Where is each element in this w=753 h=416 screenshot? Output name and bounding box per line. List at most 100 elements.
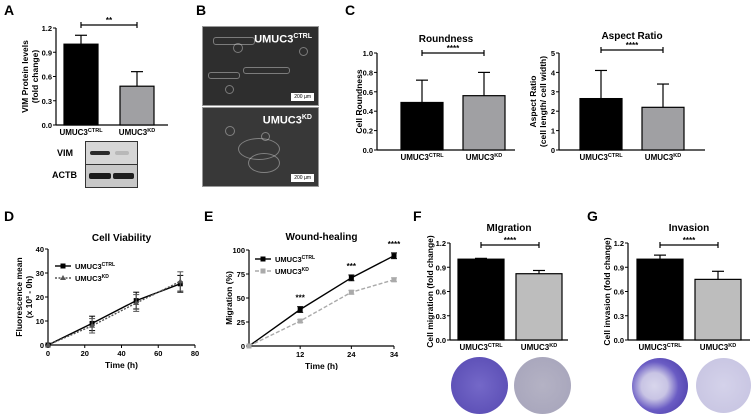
x-tick-label: 40 xyxy=(117,349,125,358)
x-label-ctrl: UMUC3CTRL xyxy=(579,153,623,162)
x-label-ctrl: UMUC3CTRL xyxy=(59,128,103,135)
x-tick-label: 24 xyxy=(347,350,356,359)
blot-actb-lane xyxy=(85,164,138,188)
chart-title: Roundness xyxy=(419,34,474,45)
legend-label: UMUC3CTRL xyxy=(275,255,315,264)
panel-label-c: C xyxy=(345,2,356,18)
series-line xyxy=(248,279,395,347)
migration-well-kd xyxy=(514,357,571,414)
y-tick-label: 0.2 xyxy=(363,127,373,136)
y-axis-label: (fold change) xyxy=(30,50,40,104)
y-tick-label: 0.9 xyxy=(436,263,446,272)
y-tick-label: 20 xyxy=(36,293,44,302)
invasion-well-kd xyxy=(696,358,751,413)
y-tick-label: 0 xyxy=(551,146,555,155)
y-tick-label: 0.6 xyxy=(614,288,624,297)
y-tick-label: 0.6 xyxy=(436,288,446,297)
y-axis-label: VIM Protein levels xyxy=(20,40,30,113)
significance-marker: **** xyxy=(447,44,460,53)
migration-well-ctrl xyxy=(451,357,508,414)
bar-kd xyxy=(694,278,742,341)
significance-marker: *** xyxy=(296,294,306,303)
panel-label-d: D xyxy=(4,208,15,224)
y-tick-label: 0.6 xyxy=(42,73,52,82)
significance-marker: ** xyxy=(106,16,113,25)
panel-label-a: A xyxy=(4,2,15,18)
legend-label: UMUC3KD xyxy=(75,274,109,283)
y-tick-label: 0 xyxy=(241,342,245,351)
x-tick-label: 34 xyxy=(390,350,399,359)
y-tick-label: 0.0 xyxy=(42,121,52,130)
significance-marker: **** xyxy=(504,236,517,245)
significance-marker: **** xyxy=(683,236,696,245)
x-tick-label: 60 xyxy=(154,349,162,358)
chart-title: Aspect Ratio xyxy=(601,31,662,42)
y-tick-label: 1 xyxy=(551,127,555,136)
x-label-ctrl: UMUC3CTRL xyxy=(400,153,444,162)
blot-label-vim: VIM xyxy=(57,148,74,158)
y-tick-label: 1.0 xyxy=(363,49,373,58)
x-axis-label: Time (h) xyxy=(105,360,138,370)
y-tick-label: 40 xyxy=(36,245,44,254)
bar-ctrl xyxy=(457,258,505,341)
chart-vim-protein-levels: 0.0 0.3 0.6 0.9 1.2 VIM Protein levels (fold c… xyxy=(20,16,168,135)
chart-title: Invasion xyxy=(669,223,710,234)
y-tick-label: 30 xyxy=(36,269,44,278)
x-label-ctrl: UMUC3CTRL xyxy=(638,343,682,350)
y-axis-label: Aspect Ratio xyxy=(528,76,538,128)
chart-wound-healing: Wound-healing 0 25 50 75 100 12 24 34 Time (h) Mig… xyxy=(224,232,401,370)
y-tick-label: 0.3 xyxy=(42,97,52,106)
x-label-ctrl: UMUC3CTRL xyxy=(459,343,503,350)
y-axis-label: Cell migration (fold change) xyxy=(425,235,435,348)
x-tick-label: 20 xyxy=(81,349,89,358)
y-axis-label: Migration (%) xyxy=(224,271,234,325)
y-tick-label: 0.4 xyxy=(363,107,374,116)
invasion-well-ctrl xyxy=(632,358,688,414)
y-tick-label: 50 xyxy=(237,294,245,303)
micrograph-ctrl: UMUC3CTRL 200 µm xyxy=(202,26,319,106)
chart-roundness: Roundness 0.0 0.2 0.4 0.6 0.8 1.0 Cell Roundnes… xyxy=(354,34,515,162)
y-axis-label: (cell length/ cell width) xyxy=(538,56,548,147)
bar-kd xyxy=(641,106,685,151)
y-tick-label: 1.2 xyxy=(42,24,52,33)
x-axis-label: Time (h) xyxy=(305,361,338,370)
blot-label-actb: ACTB xyxy=(52,170,77,180)
y-tick-label: 0.3 xyxy=(436,312,446,321)
blot-vim-lane xyxy=(85,141,138,165)
x-label-kd: UMUC3KD xyxy=(700,343,736,350)
y-axis-label: Cell invasion (fold change) xyxy=(602,237,612,345)
chart-title: Wound-healing xyxy=(285,232,357,243)
x-label-kd: UMUC3KD xyxy=(466,153,502,162)
y-tick-label: 0.3 xyxy=(614,312,624,321)
scale-bar: 200 µm xyxy=(291,174,314,182)
y-tick-label: 0.8 xyxy=(363,68,373,77)
x-tick-label: 12 xyxy=(296,350,304,359)
y-tick-label: 0.9 xyxy=(42,48,52,57)
panel-label-f: F xyxy=(413,208,422,224)
x-tick-label: 0 xyxy=(46,349,50,358)
y-tick-label: 25 xyxy=(237,318,245,327)
significance-marker: **** xyxy=(626,41,639,50)
y-tick-label: 5 xyxy=(551,49,555,58)
bar-kd xyxy=(119,85,155,126)
y-tick-label: 0.0 xyxy=(363,146,373,155)
micrograph-kd-label: UMUC3KD xyxy=(262,114,312,127)
y-tick-label: 1.2 xyxy=(436,239,446,248)
x-label-kd: UMUC3KD xyxy=(119,128,155,135)
y-tick-label: 10 xyxy=(36,317,44,326)
significance-marker: *** xyxy=(347,262,357,271)
legend-label: UMUC3CTRL xyxy=(75,262,115,271)
bar-ctrl xyxy=(579,97,623,151)
y-tick-label: 2 xyxy=(551,107,555,116)
y-tick-label: 75 xyxy=(237,270,245,279)
scale-bar: 200 µm xyxy=(291,93,314,101)
chart-title: Cell Viability xyxy=(92,233,152,244)
panel-label-g: G xyxy=(587,208,598,224)
y-axis-label: Fluorescence mean xyxy=(14,257,24,336)
bar-kd xyxy=(462,95,506,151)
y-tick-label: 0.6 xyxy=(363,88,373,97)
bar-ctrl xyxy=(400,101,444,151)
bar-ctrl xyxy=(636,258,684,341)
